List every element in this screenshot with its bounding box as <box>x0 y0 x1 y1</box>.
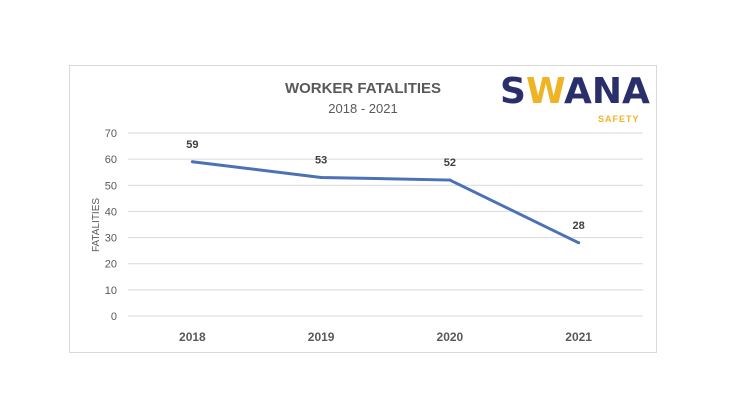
chart-frame <box>69 65 657 353</box>
x-tick-label: 2019 <box>308 330 335 344</box>
chart-title: WORKER FATALITIES <box>285 80 441 97</box>
series-line <box>192 160 580 245</box>
data-point <box>448 178 452 182</box>
swana-logo: SWANA <box>500 71 650 112</box>
x-tick-label: 2020 <box>437 330 464 344</box>
y-tick-label: 50 <box>105 180 117 192</box>
data-label: 59 <box>186 139 198 151</box>
data-point <box>577 241 581 245</box>
y-tick-label: 10 <box>105 285 117 297</box>
data-label: 53 <box>315 154 327 166</box>
y-tick-label: 60 <box>105 154 117 166</box>
x-tick-label: 2018 <box>179 330 206 344</box>
data-label: 28 <box>573 220 585 232</box>
chart-subtitle: 2018 - 2021 <box>328 101 397 116</box>
x-tick-label: 2021 <box>565 330 592 344</box>
y-tick-label: 20 <box>105 259 117 271</box>
y-tick-label: 40 <box>105 206 117 218</box>
y-tick-label: 70 <box>105 128 117 140</box>
data-point <box>319 175 323 179</box>
data-label: 52 <box>444 157 456 169</box>
logo-subtext: SAFETY <box>598 114 640 124</box>
y-axis-label: FATALITIES <box>91 198 102 252</box>
y-tick-label: 30 <box>105 233 117 245</box>
y-tick-label: 0 <box>111 311 117 323</box>
data-point <box>190 160 194 164</box>
